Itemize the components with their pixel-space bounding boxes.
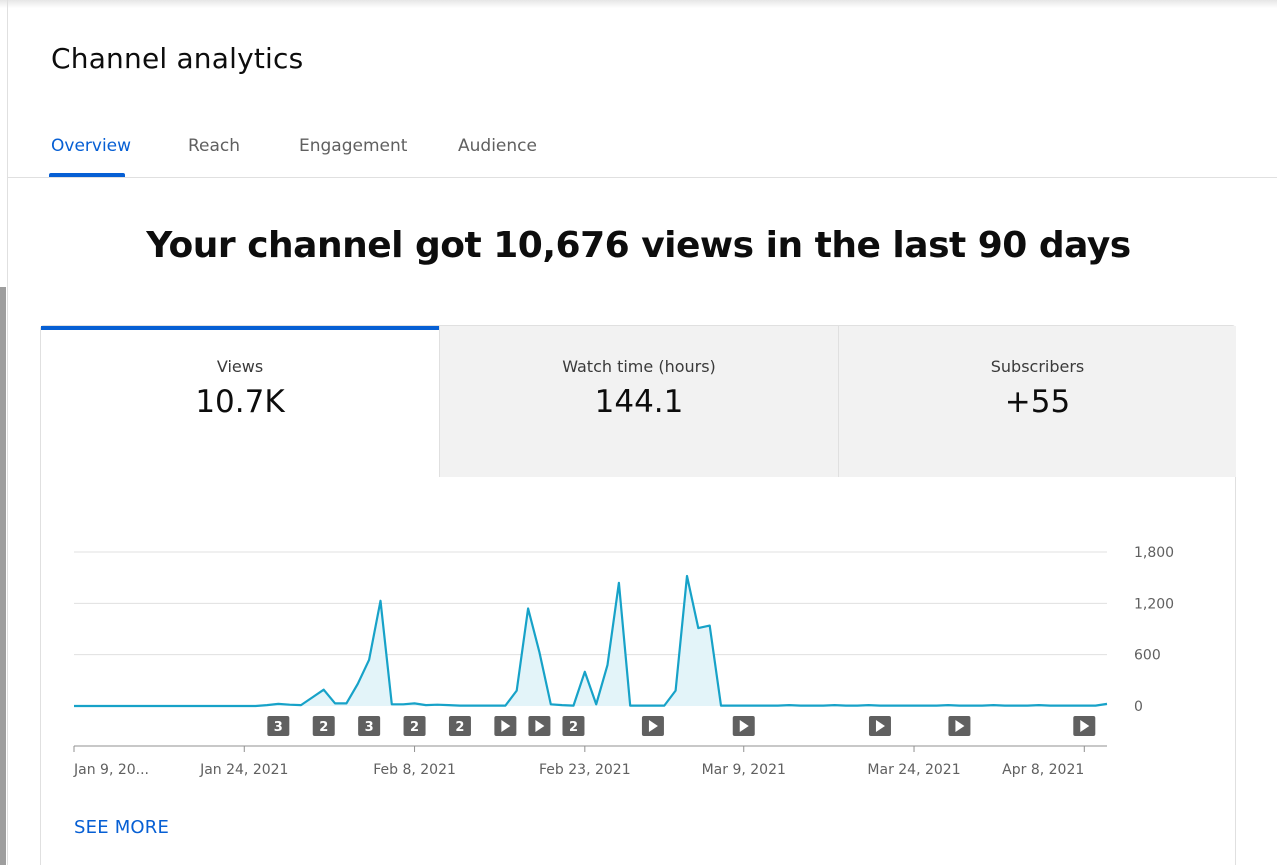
metric-watch-time[interactable]: Watch time (hours) 144.1	[439, 326, 838, 477]
y-tick-label: 0	[1134, 699, 1143, 715]
top-shadow	[0, 0, 1277, 8]
marker-count: 2	[455, 720, 464, 735]
play-icon	[648, 720, 658, 732]
marker-count: 3	[365, 720, 374, 735]
video-marker	[358, 716, 381, 736]
active-metric-indicator	[41, 326, 439, 330]
video-marker	[312, 716, 335, 736]
play-icon	[739, 720, 749, 732]
x-tick-label: Feb 23, 2021	[539, 762, 631, 778]
x-tick-label: Mar 9, 2021	[702, 762, 786, 778]
x-tick-label: Jan 24, 2021	[199, 762, 288, 778]
page-title: Channel analytics	[51, 42, 304, 75]
overview-card: Views 10.7K Watch time (hours) 144.1 Sub…	[40, 325, 1236, 865]
x-tick-label: Mar 24, 2021	[867, 762, 960, 778]
marker-count: 2	[319, 720, 328, 735]
tab-overview[interactable]: Overview	[51, 136, 132, 156]
video-marker	[562, 716, 585, 736]
views-line	[74, 574, 1108, 708]
metric-views-label: Views	[216, 357, 264, 376]
play-icon	[875, 720, 885, 732]
metric-watch-time-value: 144.1	[594, 384, 684, 420]
tab-reach[interactable]: Reach	[188, 136, 241, 156]
y-tick-label: 1,800	[1134, 545, 1174, 561]
left-divider	[7, 0, 8, 865]
video-marker	[403, 716, 426, 736]
play-icon	[501, 720, 511, 732]
y-tick-label: 1,200	[1134, 596, 1174, 612]
marker-count: 3	[274, 720, 283, 735]
x-tick-label: Apr 8, 2021	[1002, 762, 1084, 778]
metric-views[interactable]: Views 10.7K	[41, 326, 439, 477]
tab-engagement[interactable]: Engagement	[299, 136, 408, 156]
metric-subscribers-value: +55	[1004, 384, 1071, 420]
play-icon	[1080, 720, 1090, 732]
metric-views-value: 10.7K	[195, 384, 285, 420]
tab-audience[interactable]: Audience	[458, 136, 537, 156]
marker-count: 2	[410, 720, 419, 735]
play-icon	[535, 720, 545, 732]
x-tick-label: Feb 8, 2021	[373, 762, 456, 778]
metric-subscribers-label: Subscribers	[990, 357, 1085, 376]
video-marker	[448, 716, 471, 736]
scrollbar[interactable]	[0, 287, 6, 865]
play-icon	[955, 720, 965, 732]
marker-count: 2	[569, 720, 578, 735]
see-more-link[interactable]: SEE MORE	[74, 817, 170, 838]
metric-watch-time-label: Watch time (hours)	[562, 357, 716, 376]
analytics-tabs: Overview Reach Engagement Audience	[8, 128, 1277, 178]
video-marker	[267, 716, 290, 736]
y-tick-label: 600	[1134, 648, 1161, 664]
metric-subscribers[interactable]: Subscribers +55	[838, 326, 1236, 477]
views-headline: Your channel got 10,676 views in the las…	[146, 225, 1131, 266]
x-tick-label: Jan 9, 20...	[73, 762, 149, 778]
active-tab-indicator	[49, 173, 125, 177]
